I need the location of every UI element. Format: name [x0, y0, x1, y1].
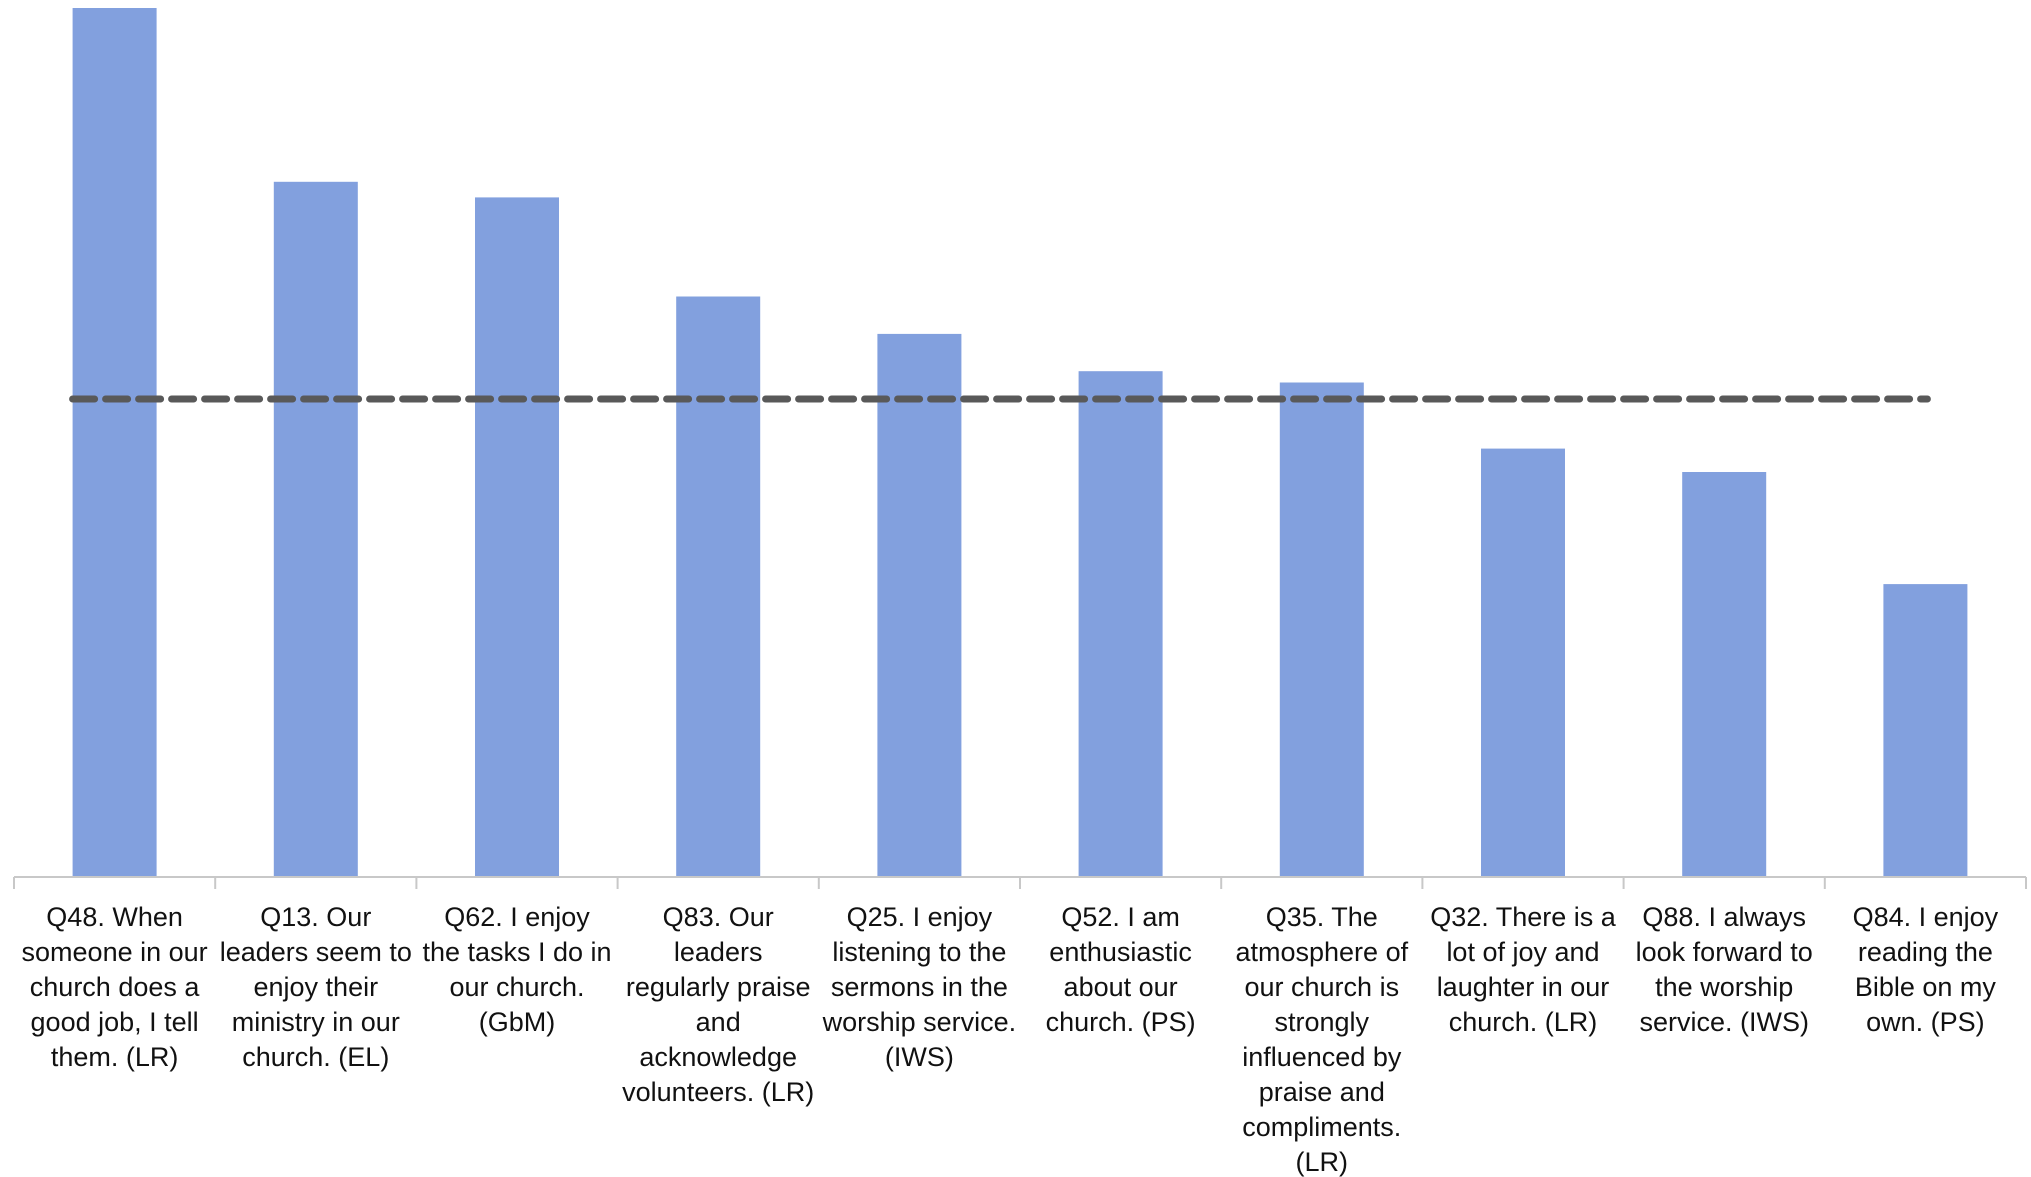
- x-axis: [13, 876, 2027, 889]
- x-tick-label-line: leaders: [674, 937, 763, 967]
- bar-9: [1682, 472, 1767, 877]
- x-tick-label-8: Q32. There is a lot of joy and laughter in…: [1430, 902, 1617, 1037]
- x-tick-label-line: service. (IWS): [1639, 1007, 1809, 1037]
- x-tick-label-line: (LR): [1296, 1147, 1349, 1177]
- x-tick-label-9: Q88. I always look forward to the worship s…: [1636, 902, 1813, 1037]
- x-tick-label-line: listening to the: [832, 937, 1006, 967]
- x-tick-label-line: good job, I tell: [31, 1007, 199, 1037]
- x-tick-label-line: Q83. Our: [663, 902, 774, 932]
- bar-2: [273, 181, 358, 878]
- bar-8: [1481, 448, 1565, 877]
- x-tick-label-line: own. (PS): [1866, 1007, 1985, 1037]
- x-tick-label-line: reading the: [1858, 937, 1993, 967]
- x-tick-label-line: look forward to: [1636, 937, 1813, 967]
- x-tick-label-line: Q52. I am: [1061, 902, 1180, 932]
- x-tick-label-line: Q32. There is a: [1430, 902, 1617, 932]
- bar-7: [1279, 382, 1364, 877]
- x-tick-label-line: them. (LR): [51, 1042, 179, 1072]
- bar-4: [676, 296, 761, 877]
- x-tick-label-line: Q25. I enjoy: [847, 902, 993, 932]
- category-labels: Q48. When someone in our church does a good…: [22, 902, 1999, 1177]
- x-tick-label-5: Q25. I enjoy listening to the sermons in t…: [822, 902, 1017, 1072]
- x-tick-label-line: our church.: [449, 972, 584, 1002]
- bars-group: [72, 8, 1968, 878]
- x-tick-label-line: about our: [1064, 972, 1178, 1002]
- x-tick-label-10: Q84. I enjoy reading the Bible on my own. (…: [1853, 902, 1999, 1037]
- x-tick-label-line: acknowledge: [639, 1042, 797, 1072]
- bar-3: [475, 197, 559, 877]
- x-tick-label-line: worship service.: [822, 1007, 1017, 1037]
- x-tick-label-line: leaders seem to: [220, 937, 412, 967]
- x-tick-label-line: Q13. Our: [260, 902, 371, 932]
- x-tick-label-line: someone in our: [22, 937, 208, 967]
- bar-6: [1078, 371, 1163, 877]
- x-tick-label-line: the worship: [1655, 972, 1793, 1002]
- x-tick-label-3: Q62. I enjoy the tasks I do in our church.…: [422, 902, 611, 1037]
- x-tick-label-line: (GbM): [479, 1007, 556, 1037]
- x-tick-label-line: regularly praise: [626, 972, 811, 1002]
- x-tick-label-line: the tasks I do in: [422, 937, 611, 967]
- x-tick-label-1: Q48. When someone in our church does a good…: [22, 902, 208, 1072]
- x-tick-label-line: praise and: [1259, 1077, 1385, 1107]
- bar-10: [1883, 584, 1968, 877]
- x-tick-label-7: Q35. The atmosphere of our church is strong…: [1235, 902, 1408, 1177]
- x-tick-label-line: atmosphere of: [1235, 937, 1408, 967]
- x-tick-label-line: Q35. The: [1266, 902, 1378, 932]
- x-tick-label-line: strongly: [1275, 1007, 1370, 1037]
- x-tick-label-line: Bible on my: [1855, 972, 1997, 1002]
- x-tick-label-line: church. (EL): [242, 1042, 389, 1072]
- x-tick-label-2: Q13. Our leaders seem to enjoy their minist…: [220, 902, 412, 1072]
- x-tick-label-line: compliments.: [1242, 1112, 1401, 1142]
- bar-5: [877, 333, 962, 877]
- bar-1: [72, 8, 157, 877]
- x-tick-label-line: sermons in the: [831, 972, 1008, 1002]
- x-tick-label-line: church. (LR): [1449, 1007, 1598, 1037]
- x-tick-label-line: Q88. I always: [1642, 902, 1806, 932]
- x-tick-label-line: Q62. I enjoy: [444, 902, 590, 932]
- x-tick-label-line: lot of joy and: [1446, 937, 1599, 967]
- x-tick-label-line: Q48. When: [46, 902, 183, 932]
- x-tick-label-line: enthusiastic: [1049, 937, 1192, 967]
- x-tick-label-line: (IWS): [885, 1042, 954, 1072]
- x-tick-label-6: Q52. I am enthusiastic about our church. (P…: [1046, 902, 1196, 1037]
- x-tick-label-line: laughter in our: [1437, 972, 1610, 1002]
- x-tick-label-line: ministry in our: [232, 1007, 400, 1037]
- x-tick-label-4: Q83. Our leaders regularly praise and acknow…: [622, 902, 814, 1107]
- x-tick-label-line: church. (PS): [1046, 1007, 1196, 1037]
- x-tick-label-line: enjoy their: [254, 972, 379, 1002]
- x-tick-label-line: influenced by: [1242, 1042, 1402, 1072]
- x-tick-label-line: Q84. I enjoy: [1853, 902, 1999, 932]
- x-tick-label-line: and: [696, 1007, 741, 1037]
- x-tick-label-line: our church is: [1245, 972, 1400, 1002]
- x-tick-label-line: church does a: [30, 972, 201, 1002]
- x-tick-label-line: volunteers. (LR): [622, 1077, 814, 1107]
